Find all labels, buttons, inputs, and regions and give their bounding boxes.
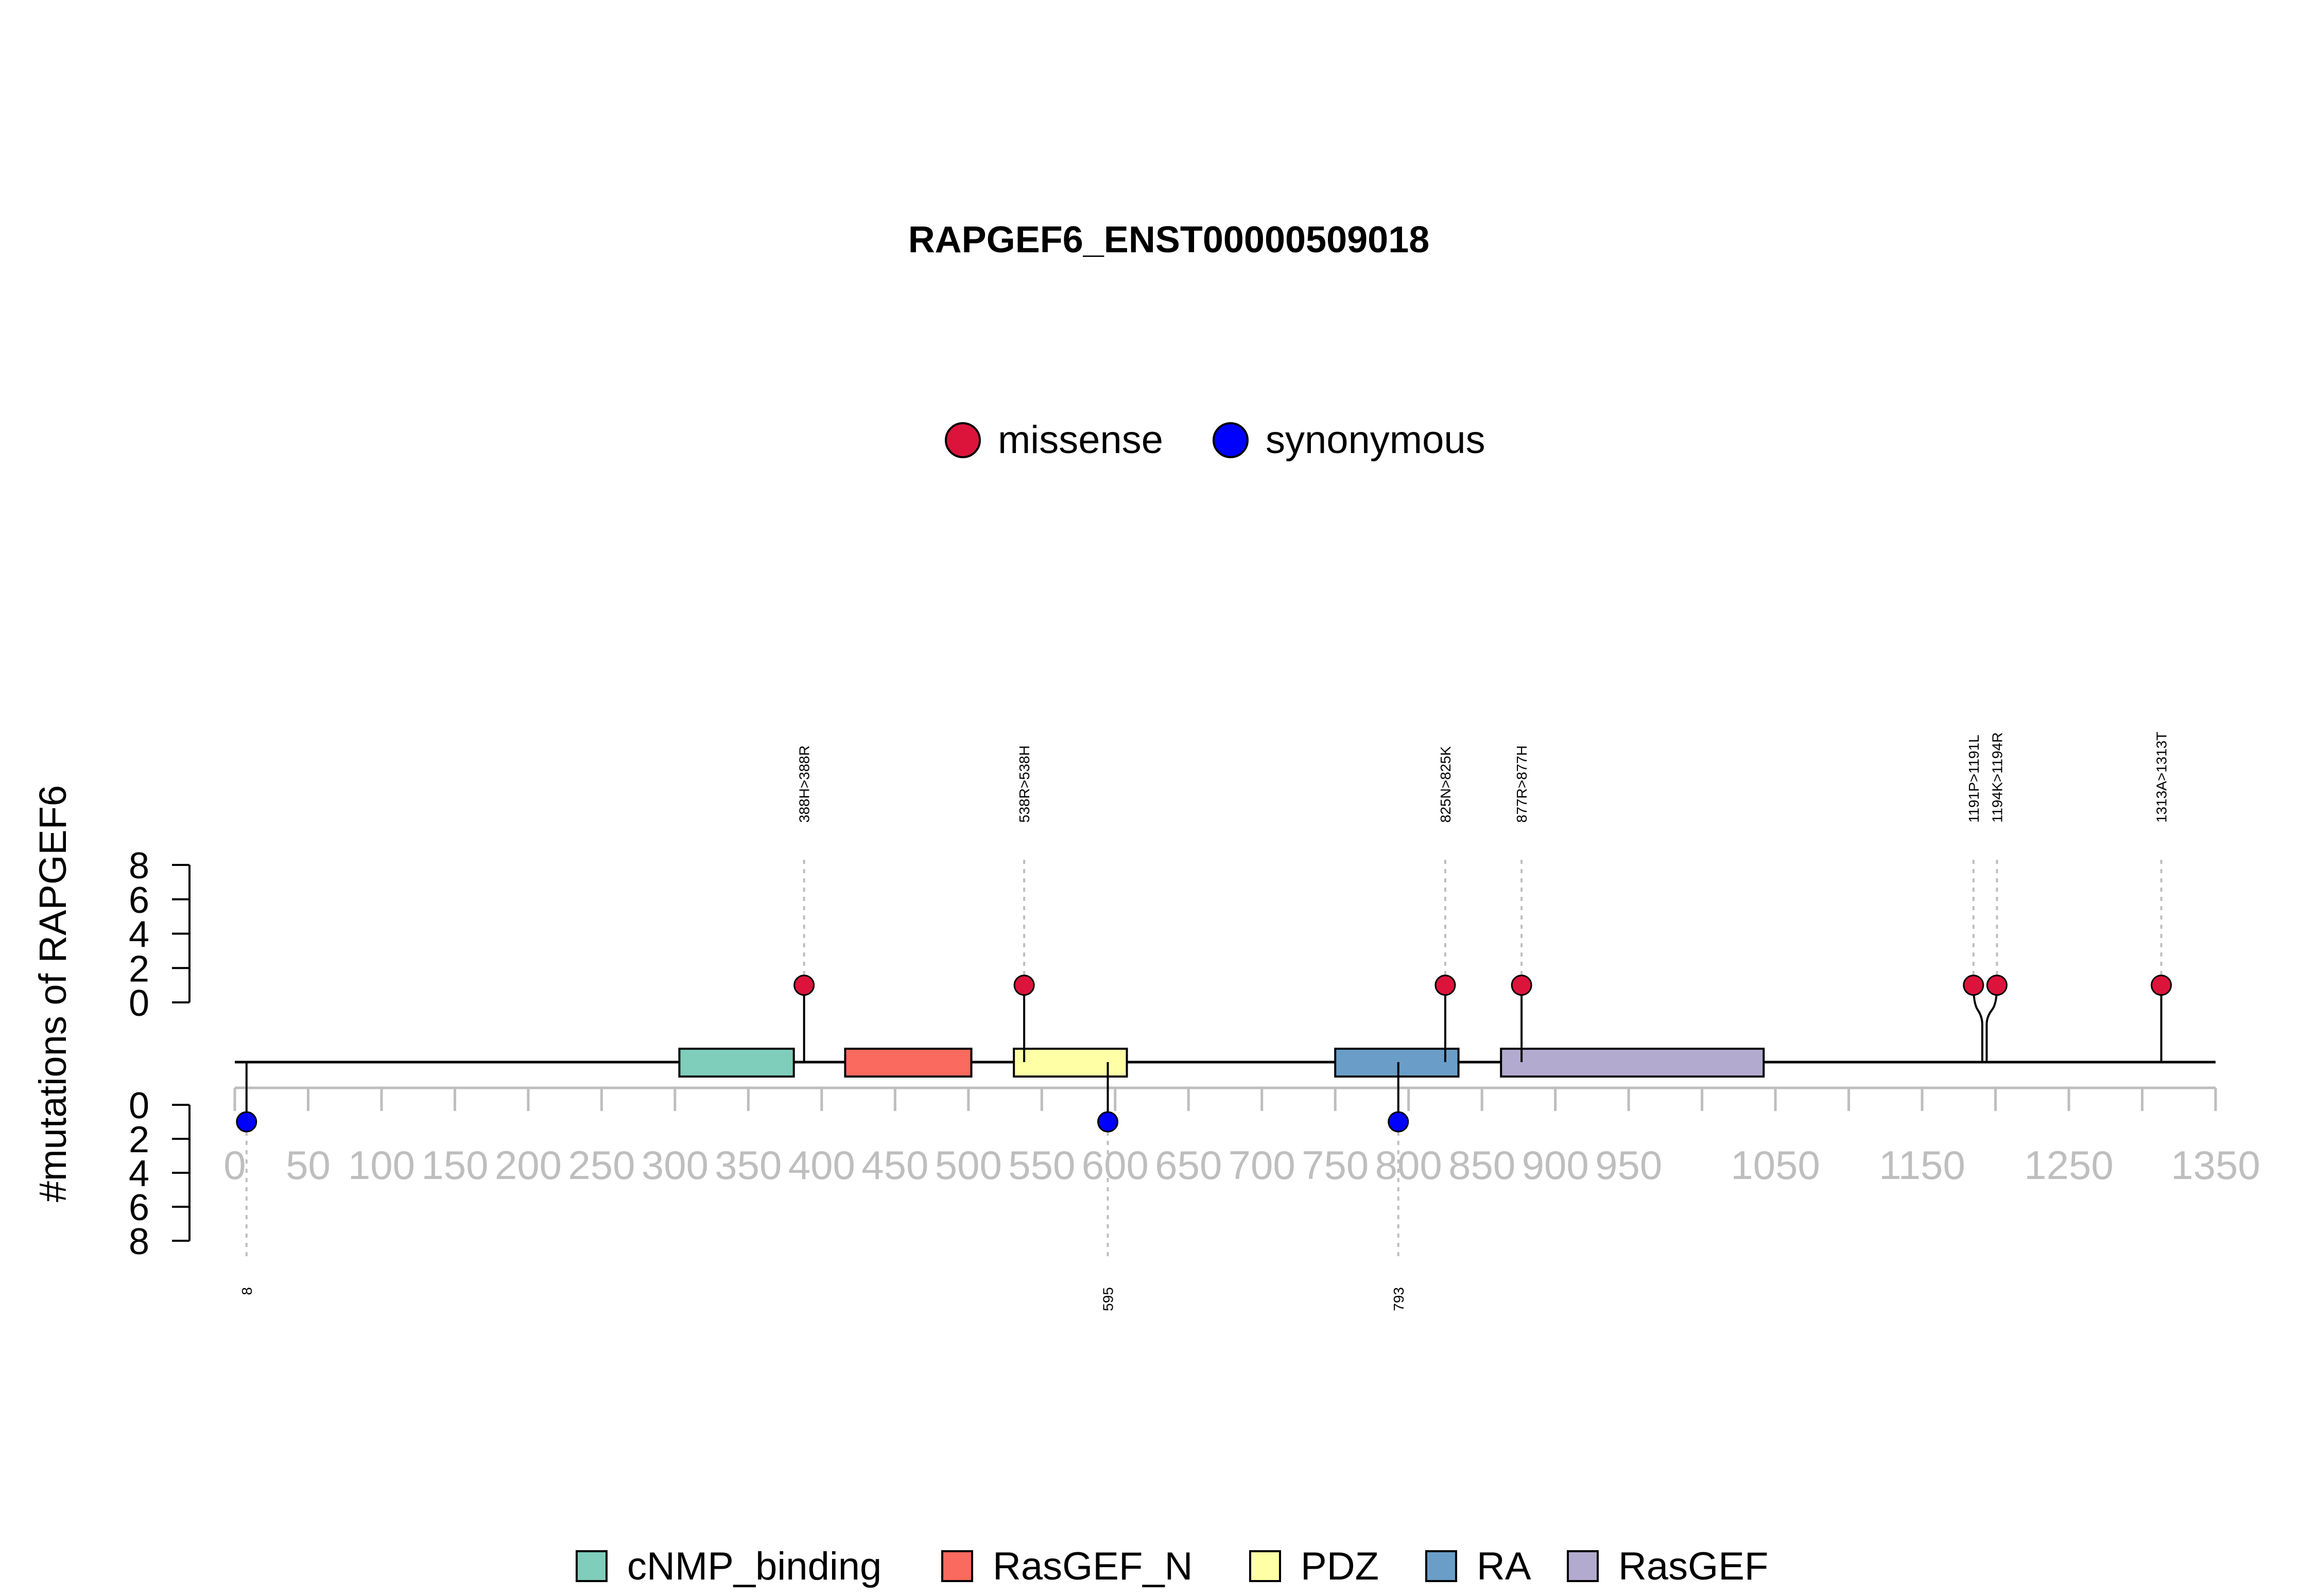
- mutation-point-missense: [793, 975, 815, 996]
- y-tick-label-top: 6: [129, 880, 149, 921]
- x-tick-label: 200: [495, 1142, 562, 1188]
- y-tick-label-top: 2: [129, 948, 149, 990]
- x-tick-label: 1050: [1731, 1142, 1820, 1188]
- mutation-label-top: 1313A>1313T: [2154, 732, 2170, 823]
- x-tick-label: 150: [421, 1142, 488, 1188]
- x-tick-label: 350: [715, 1142, 782, 1188]
- y-tick-label-top: 4: [129, 914, 149, 956]
- x-tick-label: 1350: [2171, 1142, 2260, 1188]
- x-tick-label: 550: [1008, 1142, 1075, 1188]
- x-tick-label: 800: [1375, 1142, 1442, 1188]
- mutation-point-synonymous: [1097, 1111, 1119, 1133]
- x-tick-label: 1250: [2024, 1142, 2114, 1188]
- label-guides: [245, 860, 2163, 1256]
- x-tick-label: 250: [568, 1142, 635, 1188]
- mutation-label-bottom: 793: [1391, 1287, 1407, 1311]
- legend-swatch-RA: [1425, 1550, 1457, 1582]
- mutation-point-synonymous: [1388, 1111, 1409, 1133]
- mutation-point-missense: [1013, 975, 1035, 996]
- legend-label-cNMP_binding: cNMP_binding: [627, 1545, 881, 1588]
- legend-swatch-PDZ: [1249, 1550, 1281, 1582]
- y-tick-label-top: 0: [129, 983, 149, 1024]
- domain-RasGEF_N: [844, 1048, 973, 1078]
- legend-label-synonymous: synonymous: [1266, 418, 1485, 462]
- x-tick-label: 750: [1302, 1142, 1369, 1188]
- x-tick-label: 50: [286, 1142, 331, 1188]
- mutation-label-top: 538R>538H: [1016, 745, 1032, 823]
- mutation-legend: missense synonymous: [945, 418, 1485, 462]
- domain-legend: cNMP_binding RasGEF_N PDZ RA RasGEF: [576, 1545, 1768, 1588]
- x-tick-label: 400: [788, 1142, 855, 1188]
- mutation-point-missense: [1511, 975, 1532, 996]
- mutation-label-top: 1194K>1194R: [1989, 732, 2005, 823]
- x-axis: 0 50 100 150 200 250 300 350 400 450 500 550 600 650 7…: [223, 1086, 2260, 1188]
- x-tick-label: 850: [1448, 1142, 1515, 1188]
- mutation-label-top: 388H>388R: [797, 745, 812, 823]
- mutation-point-synonymous: [236, 1111, 257, 1133]
- x-tick-label: 1150: [1879, 1142, 1965, 1188]
- domain-cNMP_binding: [678, 1048, 795, 1078]
- stem-top: [1985, 985, 1998, 1062]
- x-tick-label: 0: [223, 1142, 246, 1188]
- x-tick-label: 100: [348, 1142, 415, 1188]
- legend-label-missense: missense: [998, 418, 1163, 462]
- legend-marker-missense: [945, 422, 981, 458]
- mutation-point-missense: [2151, 975, 2172, 996]
- x-tick-label: 950: [1595, 1142, 1662, 1188]
- y-tick-label-top: 8: [129, 845, 149, 887]
- mutation-label-bottom: 8: [239, 1287, 255, 1295]
- x-tick-label: 700: [1229, 1142, 1295, 1188]
- mutation-point-missense: [1963, 975, 1984, 996]
- protein-domains: [678, 1048, 1765, 1078]
- x-tick-label: 300: [642, 1142, 708, 1188]
- mutation-label-top: 877R>877H: [1514, 745, 1530, 823]
- y-axis-label: #mutations of RAPGEF6: [31, 785, 74, 1202]
- y-tick-label-bottom: 4: [129, 1153, 149, 1194]
- x-tick-label: 450: [861, 1142, 928, 1188]
- domain-RA: [1334, 1048, 1460, 1078]
- domain-PDZ: [1013, 1048, 1128, 1078]
- y-tick-label-bottom: 6: [129, 1187, 149, 1228]
- x-tick-label: 650: [1155, 1142, 1222, 1188]
- mutation-label-bottom: 595: [1100, 1287, 1116, 1311]
- chart-title: RAPGEF6_ENST00000509018: [908, 219, 1430, 261]
- legend-marker-synonymous: [1213, 422, 1249, 458]
- legend-swatch-RasGEF_N: [941, 1550, 973, 1582]
- y-tick-label-bottom: 2: [129, 1119, 149, 1160]
- legend-label-PDZ: PDZ: [1301, 1545, 1379, 1588]
- x-tick-label: 900: [1522, 1142, 1589, 1188]
- stem-top: [1972, 985, 1983, 1062]
- mutation-label-top: 825N>825K: [1438, 746, 1454, 823]
- domain-RasGEF: [1500, 1048, 1765, 1078]
- lollipop-stems: [245, 985, 2163, 1122]
- mutation-points: [236, 975, 2172, 1133]
- legend-swatch-cNMP_binding: [576, 1550, 608, 1582]
- legend-label-RA: RA: [1477, 1545, 1531, 1588]
- x-tick-label: 500: [935, 1142, 1002, 1188]
- y-tick-label-bottom: 8: [129, 1221, 149, 1262]
- x-tick-label: 600: [1082, 1142, 1149, 1188]
- mutation-label-top: 1191P>1191L: [1966, 735, 1982, 823]
- mutation-labels: 388H>388R 538R>538H 825N>825K 877R>877H 1191…: [239, 732, 2170, 1311]
- legend-swatch-RasGEF: [1567, 1550, 1599, 1582]
- y-tick-label-bottom: 0: [129, 1085, 149, 1126]
- legend-label-RasGEF: RasGEF: [1618, 1545, 1768, 1588]
- legend-label-RasGEF_N: RasGEF_N: [993, 1545, 1193, 1588]
- mutation-point-missense: [1434, 975, 1456, 996]
- mutation-point-missense: [1986, 975, 2008, 996]
